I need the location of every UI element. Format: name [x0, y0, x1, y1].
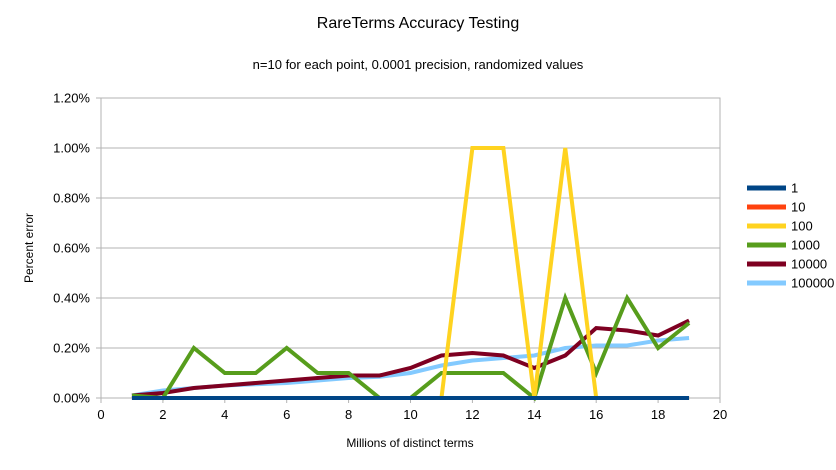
- y-tick-label: 0.80%: [53, 191, 90, 206]
- legend-label: 10000: [791, 257, 827, 272]
- tick-labels: 0.00% 0.20% 0.40% 0.60% 0.80% 1.00% 1.20% 0 2 4 6 8…: [53, 91, 727, 423]
- x-axis-title: Millions of distinct terms: [346, 436, 473, 450]
- legend-item: 1: [747, 181, 798, 196]
- y-tick-label: 0.40%: [53, 291, 90, 306]
- chart-subtitle: n=10 for each point, 0.0001 precision, r…: [253, 57, 584, 72]
- legend-label: 1: [791, 181, 798, 196]
- series-line-10000: [131, 318, 690, 398]
- x-tick-label: 14: [527, 407, 541, 422]
- x-tick-label: 8: [345, 407, 352, 422]
- legend: 1 10 100 1000 10000 100000: [747, 181, 834, 291]
- series-line-100: [131, 146, 690, 400]
- x-tick-label: 12: [465, 407, 479, 422]
- legend-item: 100: [747, 219, 813, 234]
- x-tick-label: 2: [159, 407, 166, 422]
- legend-label: 100000: [791, 276, 834, 291]
- x-tick-label: 4: [221, 407, 228, 422]
- y-axis-title: Percent error: [22, 213, 36, 283]
- legend-item: 10000: [747, 257, 827, 272]
- x-tick-label: 20: [713, 407, 727, 422]
- y-tick-label: 0.00%: [53, 391, 90, 406]
- legend-item: 100000: [747, 276, 834, 291]
- legend-item: 10: [747, 200, 805, 215]
- y-tick-label: 1.00%: [53, 141, 90, 156]
- series-lines: [131, 146, 691, 402]
- legend-label: 1000: [791, 238, 820, 253]
- x-tick-label: 10: [403, 407, 417, 422]
- y-tick-label: 1.20%: [53, 91, 90, 106]
- y-tick-label: 0.20%: [53, 341, 90, 356]
- y-tick-label: 0.60%: [53, 241, 90, 256]
- legend-label: 100: [791, 219, 813, 234]
- chart-title: RareTerms Accuracy Testing: [317, 15, 519, 32]
- x-tick-label: 0: [97, 407, 104, 422]
- x-tick-label: 16: [589, 407, 603, 422]
- legend-item: 1000: [747, 238, 820, 253]
- x-tick-label: 6: [283, 407, 290, 422]
- gridlines: [100, 97, 721, 399]
- x-tick-label: 18: [651, 407, 665, 422]
- legend-label: 10: [791, 200, 805, 215]
